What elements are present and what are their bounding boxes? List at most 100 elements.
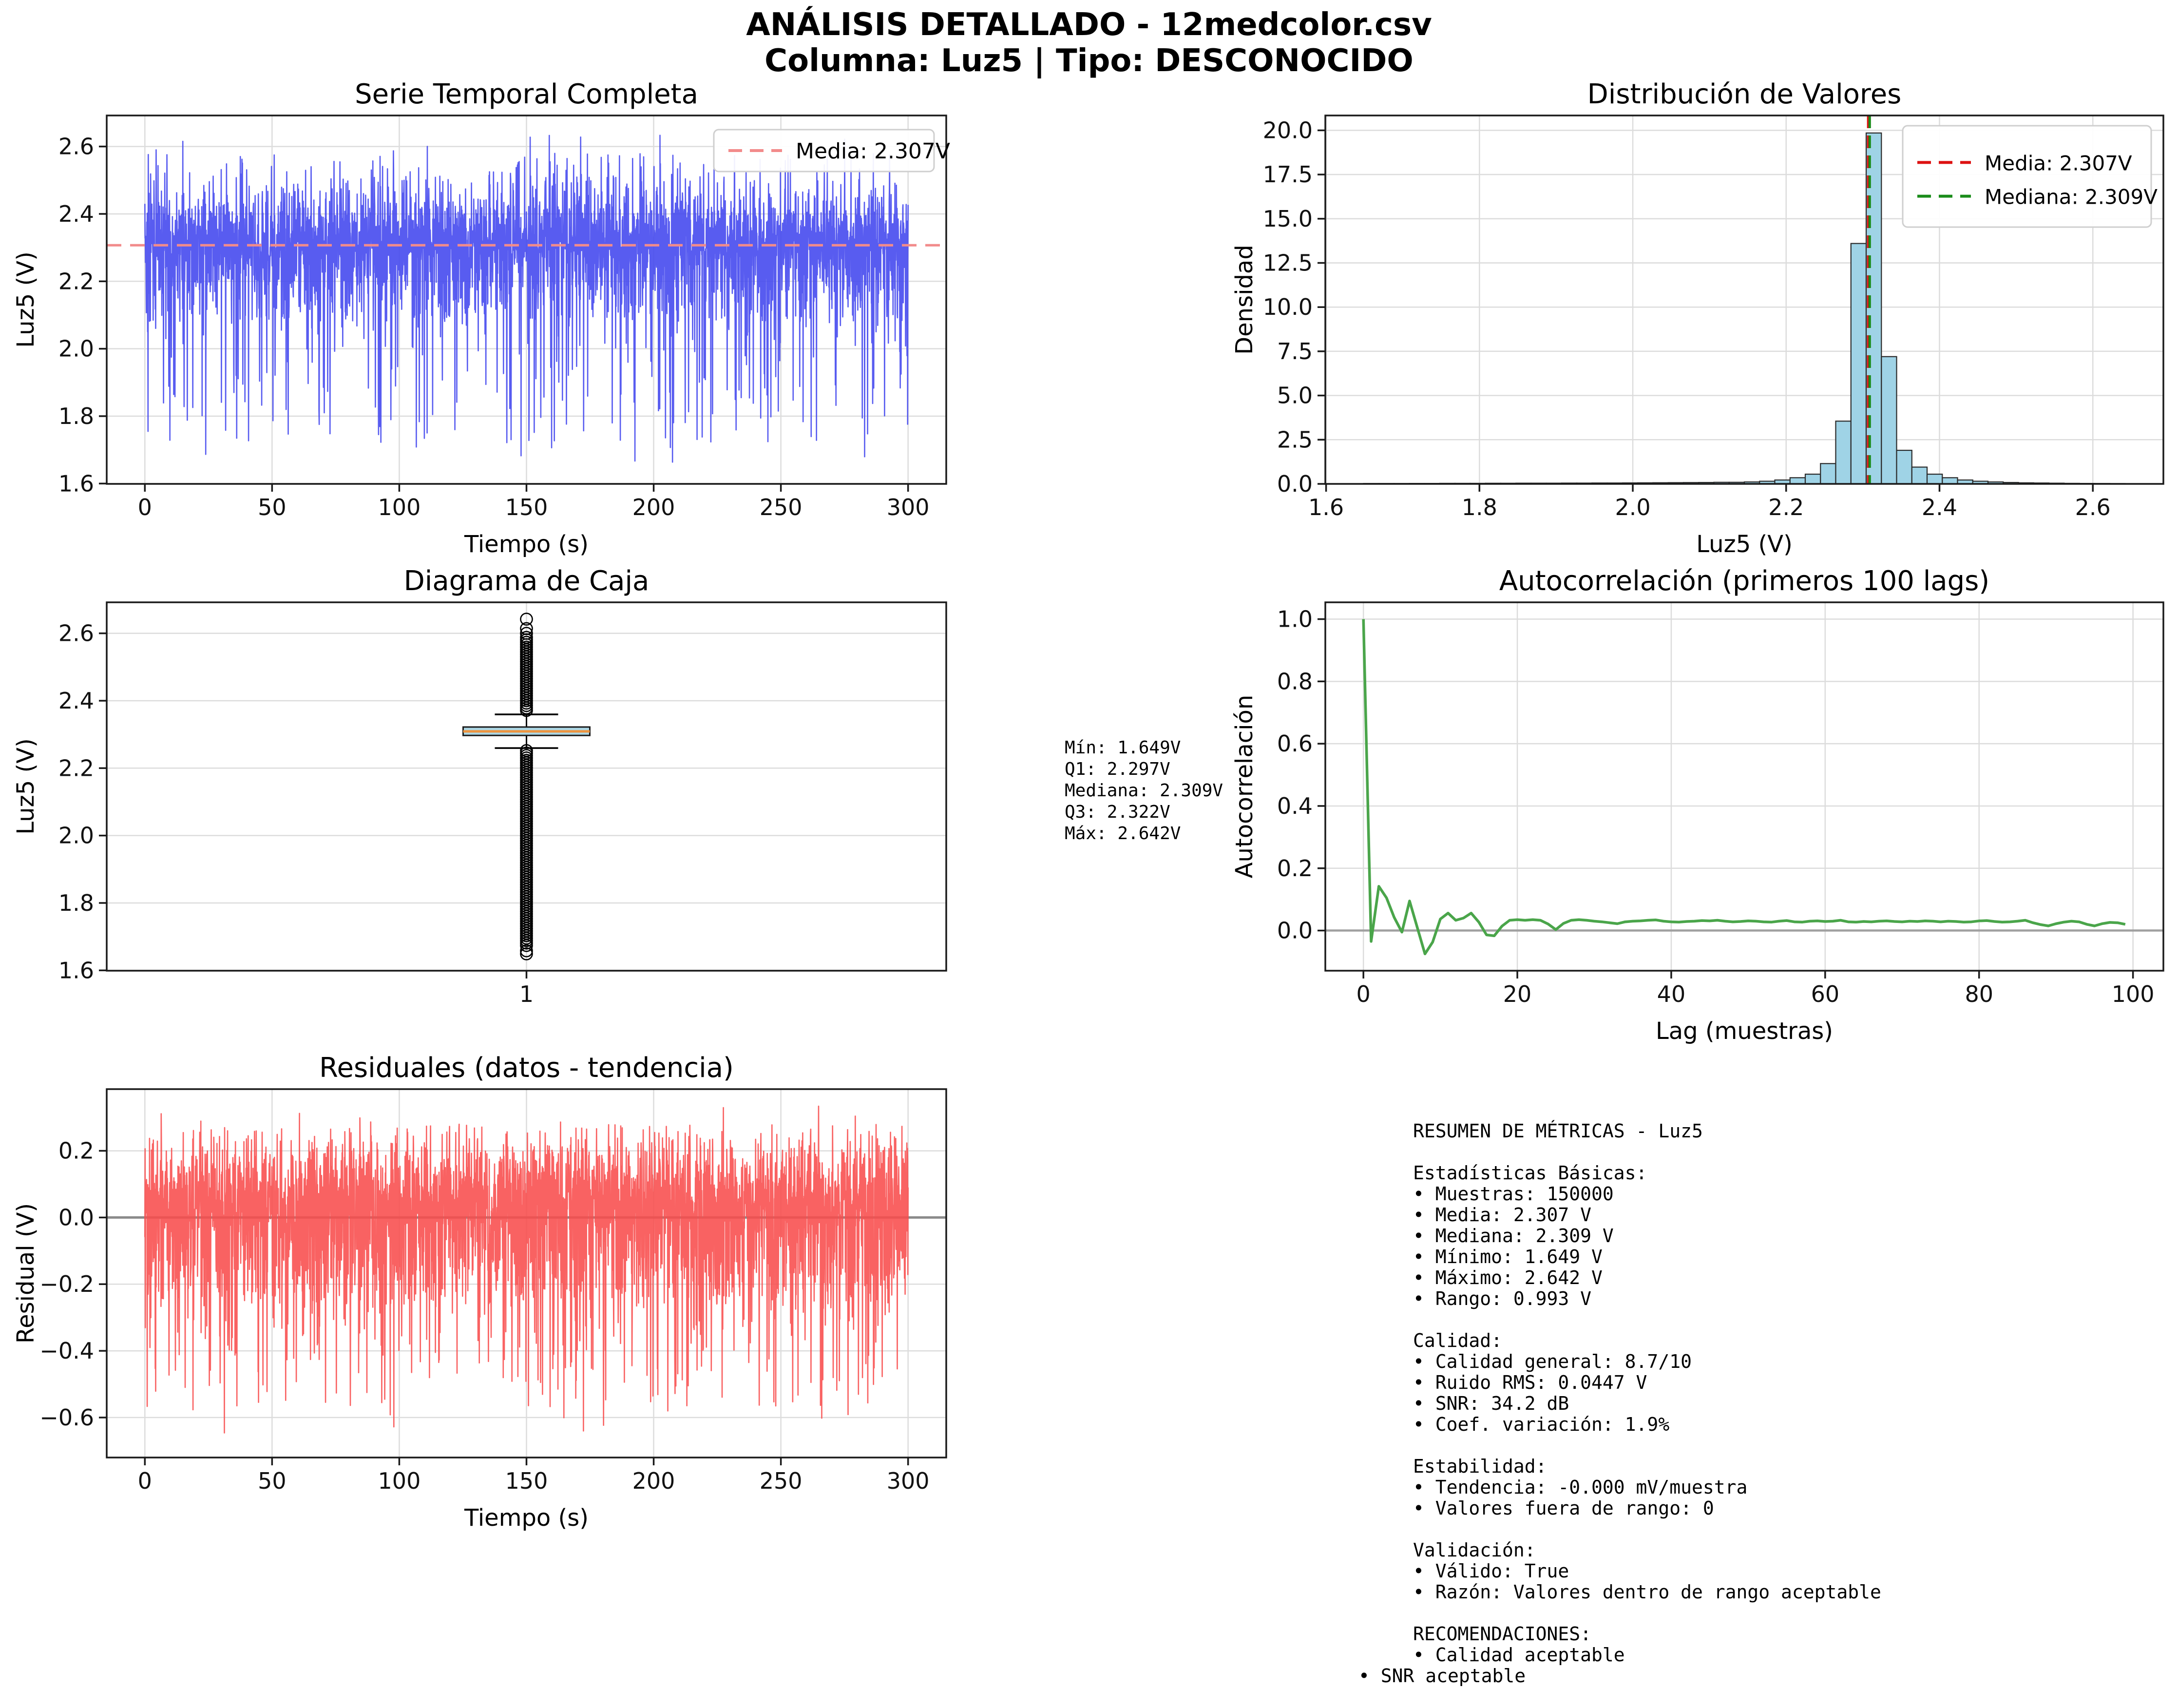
y-tick-label: 2.4 [58,201,94,227]
y-tick-label: 2.4 [58,688,94,714]
x-tick-label: 300 [887,1468,930,1494]
legend-label: Media: 2.307V [1985,151,2132,175]
chart-diagrama-de-caja: 1 1.6 1.8 2.0 2.2 2.4 2.6 Diagrama de Caja Luz5 … [12,565,947,1007]
acf-line [1362,619,2126,956]
chart-distribucion-valores: 1.6 1.8 2.0 2.2 2.4 2.6 0.0 2.5 5.0 7.5 10.0 12.5 15… [1231,78,2164,558]
outlier-circle [520,613,533,626]
x-tick-label: 1.6 [1308,494,1344,520]
hist-bar [1789,477,1806,485]
y-axis-label: Luz5 (V) [12,738,39,835]
y-tick-label: 0.2 [1277,855,1313,882]
y-tick-label: 1.8 [58,403,94,429]
legend-box [713,129,935,173]
x-tick-label: 40 [1657,981,1686,1007]
x-tick-label: 2.0 [1615,494,1650,520]
x-tick-label: 300 [887,494,930,520]
outlier-circle [520,939,533,952]
chart-title: Residuales (datos - tendencia) [319,1052,734,1084]
y-tick-label: −0.2 [39,1271,94,1297]
x-tick-label: 60 [1811,981,1840,1007]
x-tick-label: 100 [378,494,421,520]
y-tick-label: 0.0 [1277,918,1313,944]
y-tick-label: −0.4 [39,1338,94,1364]
signal-line [144,134,909,463]
figure-title-line2: Columna: Luz5 | Tipo: DESCONOCIDO [764,43,1414,79]
x-axis-label: Tiempo (s) [464,1504,589,1532]
x-tick-label: 200 [632,1468,675,1494]
figure-title: ANÁLISIS DETALLADO - 12medcolor.csv Colu… [0,7,2178,79]
legend-box [1902,125,2152,228]
x-tick-label: 2.6 [2075,494,2111,520]
y-tick-label: 0.2 [58,1138,94,1164]
y-axis-label: Autocorrelación [1231,695,1258,879]
hist-bar [1911,466,1928,485]
y-tick-label: 0.0 [58,1204,94,1230]
chart-residuales: 0 50 100 150 200 250 300 −0.6 −0.4 −0.2 0.0 0.2 Resi… [12,1052,947,1532]
x-tick-label: 2.4 [1922,494,1957,520]
legend-label: Mediana: 2.309V [1985,185,2158,209]
axes-frame [1324,115,2164,485]
y-axis-label: Densidad [1231,245,1258,355]
x-tick-label: 250 [760,494,802,520]
x-tick-label: 100 [2112,981,2155,1007]
y-axis-label: Residual (V) [12,1203,39,1343]
hist-bar [1896,449,1912,485]
y-tick-label: 12.5 [1263,250,1313,276]
x-tick-label: 50 [258,1468,287,1494]
y-axis-label: Luz5 (V) [12,251,39,348]
y-tick-label: 0.6 [1277,730,1313,757]
outlier-circle [520,944,533,958]
boxplot-stats-text: Mín: 1.649V Q1: 2.297V Mediana: 2.309V Q… [1065,738,1223,844]
y-tick-label: 0.0 [1277,471,1313,497]
y-tick-label: 17.5 [1263,161,1313,188]
outlier-circle [520,622,533,635]
signal-line [144,1105,909,1434]
axes-frame [1324,601,2164,972]
y-tick-label: 10.0 [1263,294,1313,320]
y-tick-label: 1.6 [58,957,94,983]
hist-bar [1835,421,1852,485]
hist-bar [1850,243,1867,485]
x-tick-label: 150 [505,494,548,520]
figure-title-line1: ANÁLISIS DETALLADO - 12medcolor.csv [746,7,1432,43]
x-tick-label: 200 [632,494,675,520]
y-tick-label: 0.8 [1277,668,1313,694]
x-tick-label: 0 [138,494,152,520]
chart-title: Autocorrelación (primeros 100 lags) [1499,565,1989,597]
chart-serie-temporal: 0 50 100 150 200 250 300 1.6 1.8 2.0 2.2 2.4 2.6 Seri… [12,78,950,558]
x-tick-label: 2.2 [1768,494,1804,520]
hist-bar [1926,473,1943,485]
y-tick-label: 2.6 [58,620,94,647]
y-tick-label: 20.0 [1263,117,1313,143]
hist-bar [1820,463,1836,485]
y-tick-label: 0.4 [1277,793,1313,819]
x-tick-label: 150 [505,1468,548,1494]
x-tick-label: 1.8 [1462,494,1497,520]
metrics-summary-text: RESUMEN DE MÉTRICAS - Luz5 Estadísticas … [1413,1120,1881,1666]
y-tick-label: 5.0 [1277,383,1313,409]
y-tick-label: 1.6 [58,470,94,497]
y-tick-label: 2.2 [58,755,94,781]
x-axis-label: Lag (muestras) [1656,1017,1833,1045]
hist-bar [1881,356,1897,485]
y-tick-label: 1.8 [58,890,94,916]
outlier-circle [520,947,533,960]
chart-autocorrelacion: 0 20 40 60 80 100 0.0 0.2 0.4 0.6 0.8 1.0 Autocorrel… [1231,565,2164,1045]
x-tick-label: 80 [1965,981,1993,1007]
x-tick-label: 250 [760,1468,802,1494]
hist-bar [1804,473,1821,485]
y-tick-label: 2.6 [58,134,94,160]
outlier-circle [520,627,533,640]
x-tick-label: 0 [1356,981,1371,1007]
y-tick-label: 7.5 [1277,338,1313,365]
x-axis-label: Luz5 (V) [1696,531,1793,558]
x-tick-label: 0 [138,1468,152,1494]
y-tick-label: −0.6 [39,1404,94,1431]
chart-title: Serie Temporal Completa [355,78,698,110]
chart-title: Diagrama de Caja [404,565,650,597]
y-tick-label: 2.5 [1277,426,1313,453]
y-tick-label: 2.0 [58,336,94,362]
x-tick-label: 50 [258,494,287,520]
